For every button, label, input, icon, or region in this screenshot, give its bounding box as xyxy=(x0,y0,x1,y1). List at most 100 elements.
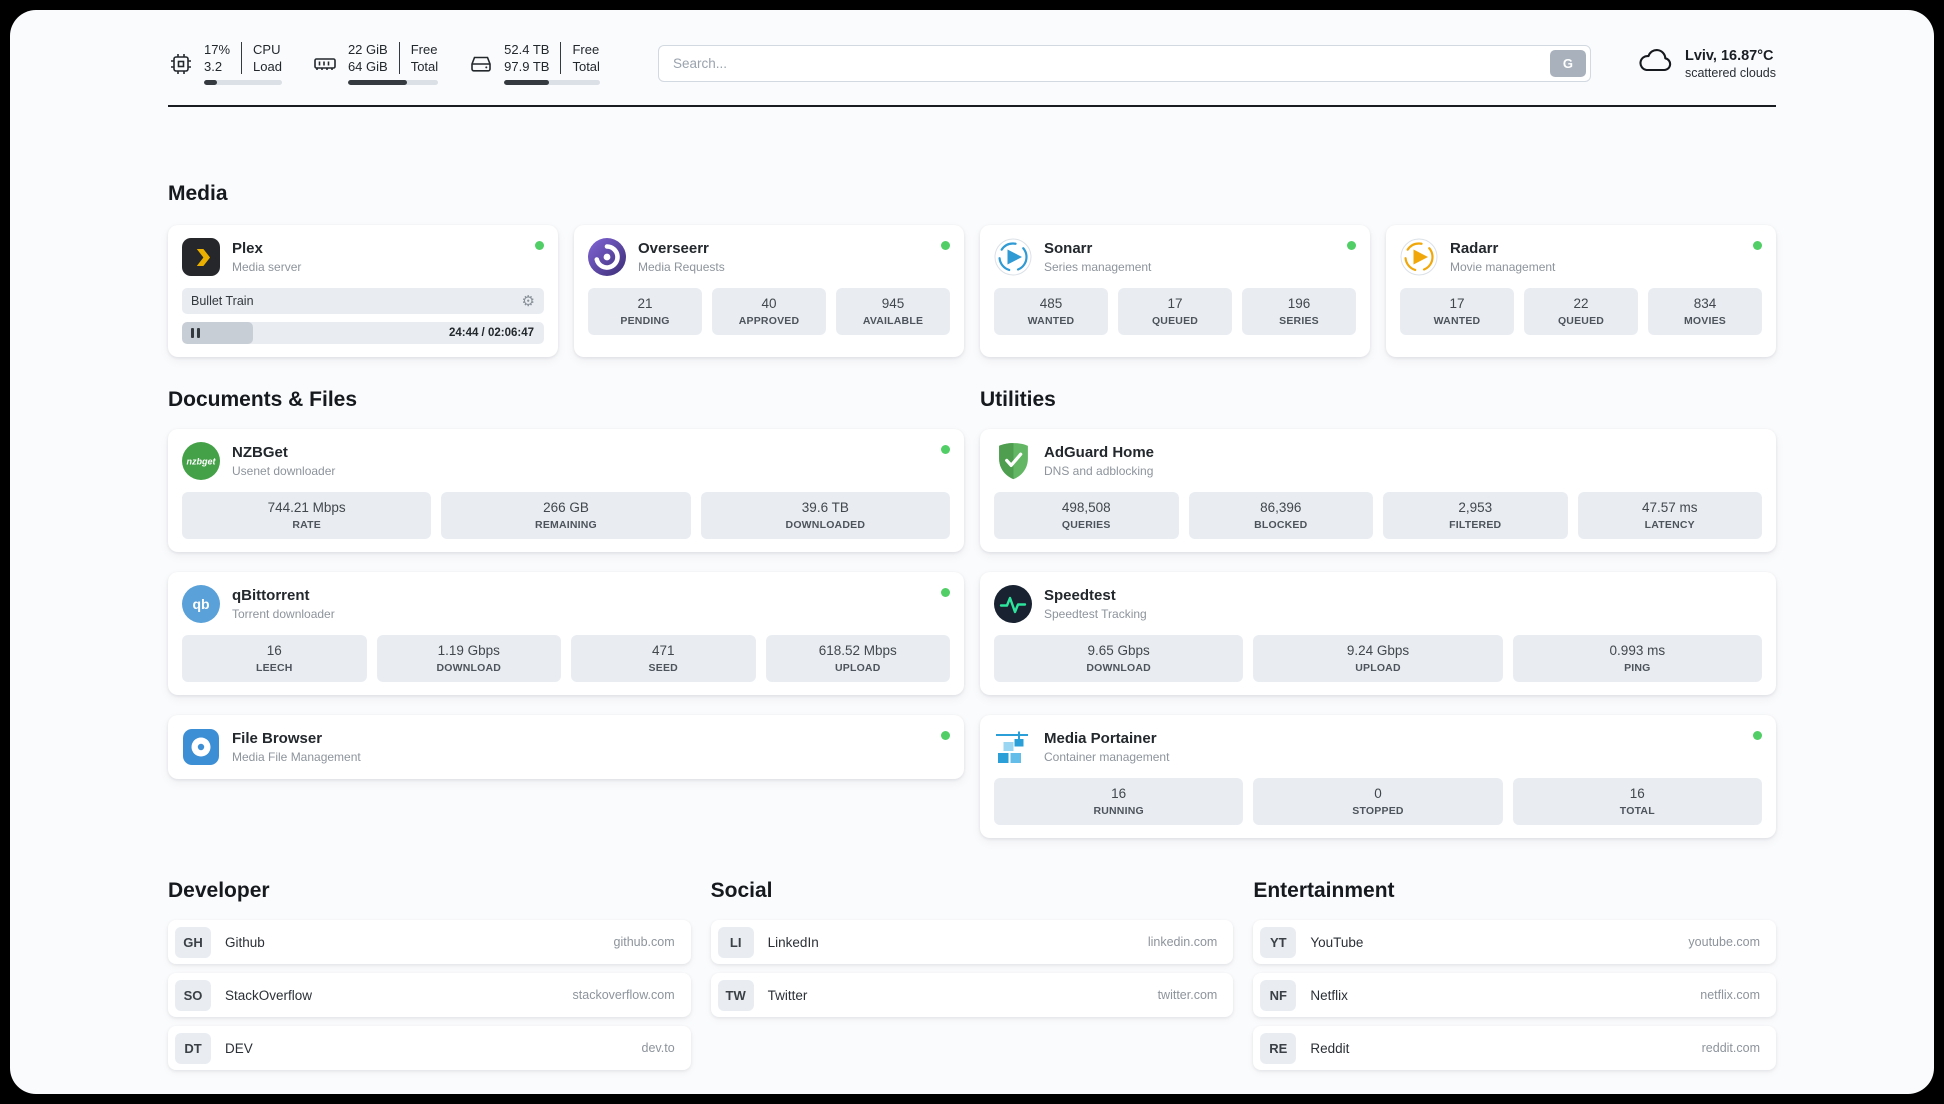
bookmark-name: Twitter xyxy=(767,987,808,1003)
bookmark-url: netflix.com xyxy=(1700,988,1760,1002)
bookmark-name: StackOverflow xyxy=(225,987,313,1003)
disk-free-label: Free xyxy=(572,42,600,57)
stat-label: UPLOAD xyxy=(834,662,881,674)
service-subtitle: Usenet downloader xyxy=(232,464,336,478)
bookmark-github[interactable]: GH Github github.com xyxy=(168,920,691,964)
stat-label: UPLOAD xyxy=(1355,662,1401,674)
stat-label: RUNNING xyxy=(1093,805,1144,817)
stat-value: 17 xyxy=(1449,296,1465,311)
stat-movies: 834 MOVIES xyxy=(1648,288,1762,335)
service-card-plex[interactable]: Plex Media server Bullet Train ⚙ 24:44 /… xyxy=(168,225,558,357)
service-title: Overseerr xyxy=(638,240,709,257)
memory-icon xyxy=(312,52,338,76)
service-title: NZBGet xyxy=(232,444,288,461)
search-engine-button[interactable]: G xyxy=(1549,50,1586,77)
radarr-icon xyxy=(1400,238,1438,276)
service-subtitle: Media Requests xyxy=(638,260,725,274)
filebrowser-icon xyxy=(182,728,220,766)
stat-label: RATE xyxy=(292,519,321,531)
hard-drive-icon xyxy=(468,52,494,76)
stat-value: 9.65 Gbps xyxy=(1087,643,1150,658)
stat-value: 1.19 Gbps xyxy=(437,643,500,658)
stat-value: 196 xyxy=(1287,296,1311,311)
bookmark-linkedin[interactable]: LI LinkedIn linkedin.com xyxy=(710,920,1234,964)
playback-progress-bar[interactable]: 24:44 / 02:06:47 xyxy=(182,322,544,344)
svg-text:nzbget: nzbget xyxy=(187,457,217,467)
service-card-radarr[interactable]: Radarr Movie management 17 WANTED 22 QUE… xyxy=(1386,225,1776,357)
stat-upload: 9.24 Gbps UPLOAD xyxy=(1253,635,1503,682)
stat-value: 266 GB xyxy=(543,500,589,515)
stat-available: 945 AVAILABLE xyxy=(836,288,950,335)
service-subtitle: Torrent downloader xyxy=(232,607,335,621)
top-bar: 17% 3.2 CPU Load xyxy=(168,42,1776,85)
service-card-portainer[interactable]: Media Portainer Container management 16 … xyxy=(980,715,1776,838)
stat-wanted: 17 WANTED xyxy=(1400,288,1514,335)
stat-value: 9.24 Gbps xyxy=(1346,643,1410,658)
bookmark-reddit[interactable]: RE Reddit reddit.com xyxy=(1253,1026,1776,1070)
service-card-sonarr[interactable]: Sonarr Series management 485 WANTED 17 Q… xyxy=(980,225,1370,357)
cpu-usage-bar xyxy=(204,80,282,85)
dashboard-panel: 17% 3.2 CPU Load xyxy=(10,10,1934,1094)
service-card-speedtest[interactable]: Speedtest Speedtest Tracking 9.65 Gbps D… xyxy=(980,572,1776,695)
service-title: Speedtest xyxy=(1044,587,1116,604)
cloud-icon xyxy=(1637,47,1674,80)
ram-free-label: Free xyxy=(410,42,438,57)
stat-value: 2,953 xyxy=(1458,500,1493,515)
bookmark-stackoverflow[interactable]: SO StackOverflow stackoverflow.com xyxy=(168,973,691,1017)
media-section-title: Media xyxy=(168,182,228,205)
service-title: Sonarr xyxy=(1044,240,1093,257)
service-card-adguard[interactable]: AdGuard Home DNS and adblocking 498,508 … xyxy=(980,429,1776,552)
documents-section-title: Documents & Files xyxy=(168,388,358,411)
bookmark-name: LinkedIn xyxy=(767,934,819,950)
stat-value: 834 xyxy=(1693,296,1717,311)
service-title: Media Portainer xyxy=(1044,730,1157,747)
stat-upload: 618.52 Mbps UPLOAD xyxy=(765,635,950,682)
cpu-load-value: 3.2 xyxy=(204,59,223,74)
stat-label: AVAILABLE xyxy=(862,315,924,327)
stat-blocked: 86,396 BLOCKED xyxy=(1188,492,1373,539)
sonarr-icon xyxy=(994,238,1032,276)
cpu-load-label: Load xyxy=(253,59,282,74)
bookmark-name: DEV xyxy=(225,1040,253,1056)
qbittorrent-icon: qb xyxy=(182,585,220,623)
stat-value: 21 xyxy=(637,296,653,311)
bookmark-abbr: GH xyxy=(175,926,211,958)
disk-metric: 52.4 TB 97.9 TB Free Total xyxy=(468,42,600,85)
bookmark-youtube[interactable]: YT YouTube youtube.com xyxy=(1253,920,1776,964)
stat-total: 16 TOTAL xyxy=(1512,778,1762,825)
bookmark-abbr: SO xyxy=(175,979,211,1011)
stat-running: 16 RUNNING xyxy=(994,778,1244,825)
bookmark-twitter[interactable]: TW Twitter twitter.com xyxy=(710,973,1234,1017)
weather-condition: scattered clouds xyxy=(1684,65,1776,80)
stat-value: 744.21 Mbps xyxy=(267,500,346,515)
now-playing-title: Bullet Train xyxy=(191,294,254,308)
bookmark-abbr: DT xyxy=(175,1032,211,1064)
service-card-overseerr[interactable]: Overseerr Media Requests 21 PENDING 40 A… xyxy=(574,225,964,357)
service-card-nzbget[interactable]: nzbget NZBGet Usenet downloader 744.21 M… xyxy=(168,429,964,552)
status-dot xyxy=(535,241,544,250)
stat-label: LEECH xyxy=(255,662,293,674)
disk-usage-bar-fill xyxy=(504,80,550,85)
stat-series: 196 SERIES xyxy=(1242,288,1356,335)
entertainment-section-title: Entertainment xyxy=(1253,879,1395,902)
ram-usage-bar xyxy=(347,80,439,85)
stat-filtered: 2,953 FILTERED xyxy=(1383,492,1568,539)
stat-label: LATENCY xyxy=(1644,519,1695,531)
social-bookmarks-section: Social LI LinkedIn linkedin.com TW Twitt… xyxy=(710,878,1234,1070)
bookmark-abbr: NF xyxy=(1260,979,1297,1011)
search-input[interactable] xyxy=(657,45,1591,82)
service-card-filebrowser[interactable]: File Browser Media File Management xyxy=(168,715,964,779)
utilities-section: Utilities AdGuard Home xyxy=(980,387,1776,838)
stat-remaining: 266 GB REMAINING xyxy=(441,492,691,539)
bookmark-dev[interactable]: DT DEV dev.to xyxy=(168,1026,691,1070)
weather-location: Lviv, 16.87°C xyxy=(1684,47,1774,64)
gear-icon[interactable]: ⚙ xyxy=(521,292,535,310)
pause-icon[interactable] xyxy=(191,328,200,338)
bookmark-netflix[interactable]: NF Netflix netflix.com xyxy=(1253,973,1776,1017)
plex-icon xyxy=(182,238,220,276)
cpu-metric: 17% 3.2 CPU Load xyxy=(168,42,282,85)
stat-downloaded: 39.6 TB DOWNLOADED xyxy=(700,492,950,539)
search-bar: G xyxy=(657,45,1591,82)
disk-usage-bar xyxy=(504,80,600,85)
service-card-qbittorrent[interactable]: qb qBittorrent Torrent downloader 16 LEE… xyxy=(168,572,964,695)
